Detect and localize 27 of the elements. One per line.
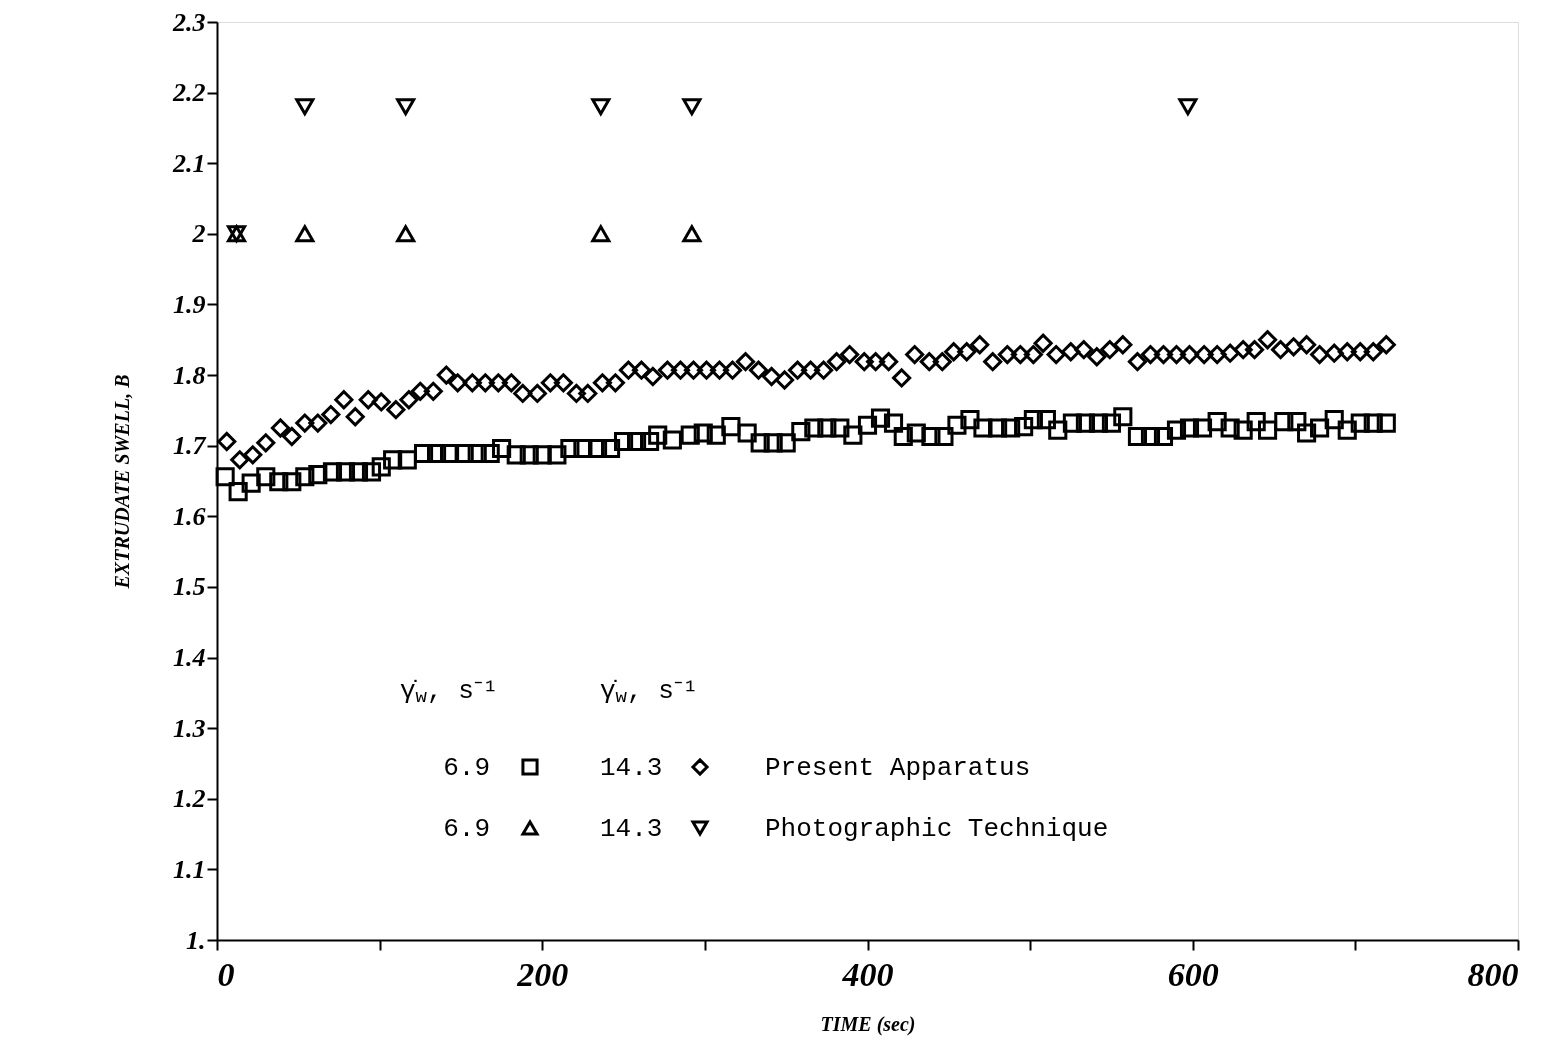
legend-label: 6.9	[443, 753, 490, 783]
legend-label: 6.9	[443, 814, 490, 844]
legend-label: 14.3	[600, 814, 663, 844]
x-tick-label: 400	[841, 955, 894, 993]
y-tick-label: 1.9	[173, 289, 206, 319]
y-tick-label: 1.7	[173, 431, 207, 461]
y-tick-label: 1.3	[173, 713, 206, 743]
annotation: Present Apparatus	[765, 753, 1031, 783]
y-tick-label: 1.2	[173, 784, 206, 814]
y-tick-label: 1.1	[173, 854, 206, 884]
y-tick-label: 2	[191, 219, 206, 249]
legend-label: 14.3	[600, 753, 663, 783]
x-axis-title: TIME (sec)	[820, 1012, 916, 1036]
x-tick-label: 600	[1167, 955, 1219, 993]
y-tick-label: 2.1	[172, 148, 206, 178]
annotation: Photographic Technique	[765, 814, 1109, 844]
y-axis-title: EXTRUDATE SWELL, B	[111, 374, 133, 590]
x-tick-label: 0	[217, 955, 235, 993]
x-tick-label: 200	[516, 955, 569, 993]
y-tick-label: 1.5	[173, 572, 206, 602]
y-tick-label: 2.2	[172, 78, 206, 108]
y-tick-label: 2.3	[172, 7, 206, 37]
x-tick-label: 800	[1467, 955, 1519, 993]
y-tick-label: 1.4	[173, 643, 206, 673]
y-tick-label: 1.6	[173, 501, 206, 531]
y-tick-label: 1.8	[173, 360, 206, 390]
y-tick-label: 1.	[186, 925, 206, 955]
